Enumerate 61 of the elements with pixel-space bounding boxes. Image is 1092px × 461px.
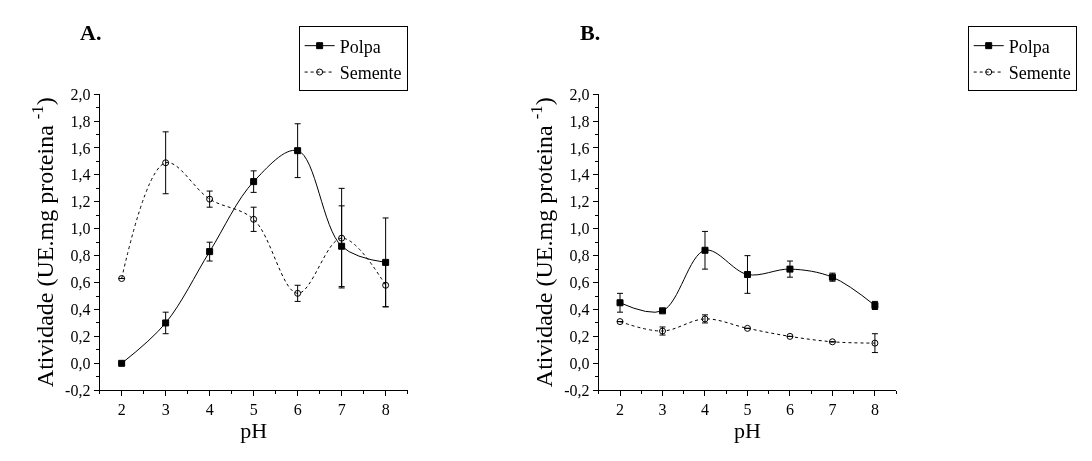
point — [250, 215, 258, 223]
point — [162, 159, 170, 167]
y-tick-label: 1,0 — [569, 220, 590, 238]
x-tick-label: 7 — [828, 401, 837, 419]
y-tick-label: 1,4 — [70, 166, 91, 184]
x-tick-label: 3 — [658, 401, 667, 419]
y-tick-label: 0,0 — [569, 354, 590, 372]
legend-label: Polpa — [1008, 36, 1050, 57]
y-tick-label: 0,8 — [569, 247, 590, 265]
y-tick-label: 0,8 — [70, 247, 91, 265]
x-tick-label: 8 — [870, 401, 879, 419]
x-tick-label: 6 — [785, 401, 794, 419]
y-tick-label: 1,8 — [569, 112, 590, 130]
point — [871, 339, 879, 347]
chart-title: A. — [80, 20, 102, 45]
x-tick-label: 4 — [700, 401, 709, 419]
x-tick-label: 5 — [249, 401, 258, 419]
y-tick-label: 1,6 — [569, 139, 590, 157]
point — [250, 178, 258, 186]
y-tick-label: 0,0 — [70, 354, 91, 372]
x-tick-label: 5 — [743, 401, 752, 419]
x-tick-label: 2 — [616, 401, 625, 419]
y-tick-label: 1,2 — [569, 193, 590, 211]
y-tick-label: -0,2 — [564, 381, 590, 399]
legend-label: Semente — [1008, 63, 1071, 84]
x-tick-label: 6 — [293, 401, 302, 419]
y-tick-label: 0,6 — [70, 274, 91, 292]
point — [743, 270, 751, 278]
point — [206, 248, 214, 256]
point — [382, 281, 390, 289]
y-tick-label: 0,2 — [569, 328, 590, 345]
y-tick-label: 1,0 — [70, 220, 91, 238]
legend-label: Polpa — [339, 36, 381, 57]
x-tick-label: 2 — [117, 401, 126, 419]
y-tick-label: 1,2 — [70, 193, 91, 211]
y-tick-label: 1,4 — [569, 166, 590, 184]
x-tick-label: 8 — [381, 401, 390, 419]
y-tick-label: 0,6 — [569, 274, 590, 292]
y-tick-label: 2,0 — [70, 85, 91, 103]
y-tick-label: 0,4 — [70, 301, 91, 319]
point — [294, 147, 302, 155]
y-tick-label: 0,2 — [70, 328, 91, 345]
y-tick-label: 2,0 — [569, 85, 590, 103]
point — [701, 246, 709, 254]
y-tick-label: -0,2 — [65, 381, 91, 399]
chart-title: B. — [580, 20, 601, 45]
legend-label: Semente — [339, 63, 402, 84]
point — [162, 319, 170, 327]
x-tick-label: 4 — [205, 401, 214, 419]
x-tick-label: 7 — [337, 401, 346, 419]
point — [294, 289, 302, 297]
y-tick-label: 0,4 — [569, 301, 590, 319]
y-tick-label: 1,6 — [70, 139, 91, 157]
x-tick-label: 3 — [161, 401, 170, 419]
point — [338, 234, 346, 242]
point — [206, 195, 214, 203]
x-axis-title: pH — [734, 418, 762, 444]
y-tick-label: 1,8 — [70, 112, 91, 130]
point — [786, 265, 794, 273]
point — [616, 299, 624, 307]
x-axis-title: pH — [240, 418, 268, 444]
